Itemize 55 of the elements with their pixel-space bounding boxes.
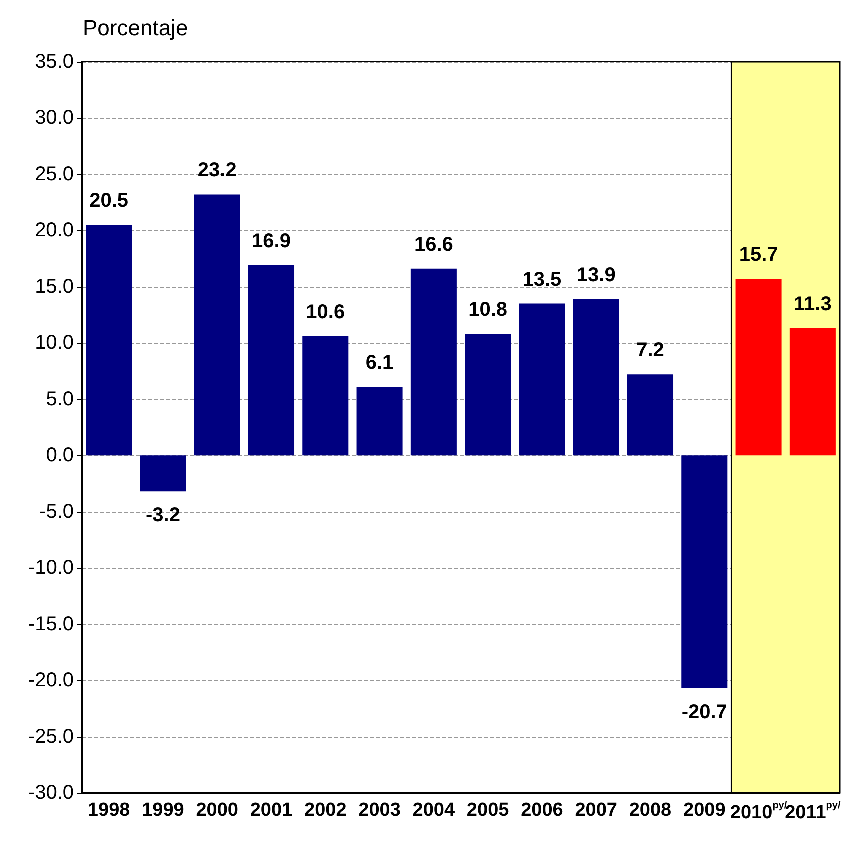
data-label: 6.1 xyxy=(366,352,394,374)
y-tick-label: 15.0 xyxy=(35,276,74,298)
data-label: 16.6 xyxy=(414,234,454,256)
y-tick-label: -20.0 xyxy=(28,670,74,692)
bar xyxy=(790,328,836,456)
y-tick-label: 10.0 xyxy=(35,332,74,354)
data-label: 10.6 xyxy=(306,301,346,324)
y-tick-label: -25.0 xyxy=(28,726,74,748)
bar xyxy=(194,194,240,456)
data-label: 20.5 xyxy=(90,190,129,212)
bar xyxy=(519,304,566,456)
x-tick-label: 2000 xyxy=(196,800,238,821)
x-tick-label: 2002 xyxy=(304,800,347,821)
y-tick-label: 5.0 xyxy=(46,388,74,410)
bar xyxy=(682,456,728,688)
bar xyxy=(736,279,782,456)
data-label: 13.5 xyxy=(522,268,562,291)
bar xyxy=(86,225,132,456)
x-tick-label: 2003 xyxy=(358,800,401,821)
data-label: -20.7 xyxy=(682,701,728,724)
x-tick-label: 2007 xyxy=(575,800,618,821)
data-label: 11.3 xyxy=(794,294,832,316)
y-tick-label: 35.0 xyxy=(35,51,74,73)
bar xyxy=(356,387,403,456)
y-tick-label: -5.0 xyxy=(40,500,74,523)
data-label: 10.8 xyxy=(468,299,508,322)
data-label: 7.2 xyxy=(636,340,664,362)
data-label: 13.9 xyxy=(576,264,616,286)
y-tick-label: -15.0 xyxy=(28,613,74,636)
x-tick-label: 2009 xyxy=(684,800,726,821)
y-tick-label: -10.0 xyxy=(28,557,74,580)
x-tick-label: 2004 xyxy=(412,800,456,821)
data-label: 23.2 xyxy=(198,160,237,182)
x-tick-label: 2001 xyxy=(250,800,294,821)
data-label: -3.2 xyxy=(146,504,180,527)
x-tick-label: 1999 xyxy=(142,800,184,821)
y-axis-title: Porcentaje xyxy=(83,16,188,40)
x-tick-label: 1998 xyxy=(88,800,130,821)
x-tick-label: 2008 xyxy=(629,800,672,821)
y-tick-label: 25.0 xyxy=(35,163,74,186)
y-tick-label: -30.0 xyxy=(28,782,74,804)
y-tick-label: 20.0 xyxy=(35,220,74,242)
bar xyxy=(410,268,457,456)
x-tick-label: 2006 xyxy=(521,800,564,821)
bar xyxy=(465,334,512,456)
bar xyxy=(627,374,674,456)
y-tick-label: 30.0 xyxy=(35,107,74,130)
y-tick-label: 0.0 xyxy=(46,444,74,467)
bar xyxy=(140,456,186,492)
data-label: 16.9 xyxy=(252,230,291,253)
data-label: 15.7 xyxy=(739,244,778,266)
x-tick-label: 2005 xyxy=(466,800,510,821)
bar xyxy=(248,266,295,456)
bar xyxy=(302,336,349,456)
bar xyxy=(573,299,620,456)
